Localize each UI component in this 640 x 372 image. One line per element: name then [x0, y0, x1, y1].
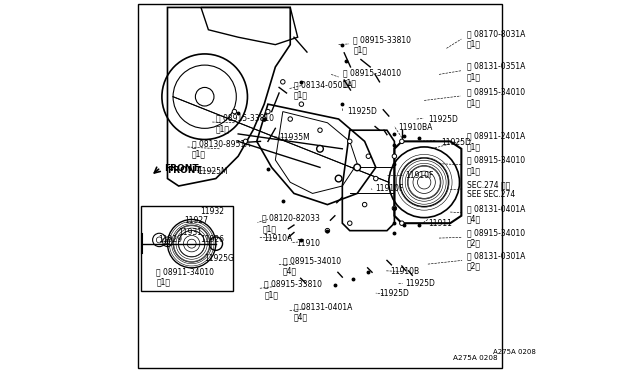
Circle shape — [399, 221, 404, 225]
Text: Ⓑ 08131-0401A
（4）: Ⓑ 08131-0401A （4） — [294, 302, 353, 321]
Text: SEC.274 参照
SEE SEC.274: SEC.274 参照 SEE SEC.274 — [467, 180, 515, 199]
Circle shape — [348, 221, 352, 225]
Text: 11925M: 11925M — [197, 167, 228, 176]
Text: 11926: 11926 — [200, 235, 224, 244]
Circle shape — [243, 139, 248, 144]
Text: 11925D: 11925D — [428, 115, 458, 124]
Text: Ⓑ 08131-0301A
（2）: Ⓑ 08131-0301A （2） — [467, 251, 525, 271]
Circle shape — [348, 139, 352, 144]
Circle shape — [232, 109, 237, 114]
Text: 11925D: 11925D — [441, 138, 471, 147]
Text: Ⓑ 08130-8951A
（1）: Ⓑ 08130-8951A （1） — [191, 139, 250, 158]
Text: 11910B: 11910B — [390, 267, 419, 276]
Circle shape — [266, 109, 270, 114]
Text: 11925G: 11925G — [204, 254, 234, 263]
Text: 11910A: 11910A — [264, 234, 292, 243]
Circle shape — [392, 154, 397, 158]
Text: 11925D: 11925D — [406, 279, 435, 288]
Text: 11925D: 11925D — [347, 107, 377, 116]
Text: 11931: 11931 — [179, 228, 203, 237]
Text: 11927: 11927 — [184, 216, 209, 225]
Circle shape — [280, 80, 285, 84]
Circle shape — [325, 228, 330, 233]
Circle shape — [366, 154, 371, 158]
Text: FRONT: FRONT — [167, 166, 202, 175]
Text: Ⓑ 08134-0501A
（1）: Ⓑ 08134-0501A （1） — [294, 80, 353, 100]
Text: 11925D: 11925D — [380, 289, 410, 298]
Circle shape — [299, 102, 303, 106]
Circle shape — [288, 117, 292, 121]
Text: ⓜ 08915-34010
（2）: ⓜ 08915-34010 （2） — [467, 228, 525, 248]
Text: Ⓝ 08911-2401A
（1）: Ⓝ 08911-2401A （1） — [467, 132, 525, 151]
Circle shape — [392, 206, 397, 211]
Text: Ⓑ 08131-0401A
（4）: Ⓑ 08131-0401A （4） — [467, 204, 525, 224]
Text: 11910F: 11910F — [375, 185, 403, 193]
Text: 11929: 11929 — [158, 235, 182, 244]
Circle shape — [318, 128, 322, 132]
Text: 11911: 11911 — [428, 219, 452, 228]
Circle shape — [362, 202, 367, 207]
Text: ⓜ 08915-34010
（1）: ⓜ 08915-34010 （1） — [467, 88, 525, 107]
Text: ⓜ 08915-34010
（1）: ⓜ 08915-34010 （1） — [343, 68, 401, 88]
Text: 11932: 11932 — [200, 207, 224, 216]
Text: ⓜ 08915-34010
（1）: ⓜ 08915-34010 （1） — [467, 156, 525, 175]
Text: 11910BA: 11910BA — [398, 123, 433, 132]
Circle shape — [399, 139, 404, 144]
Circle shape — [317, 145, 323, 152]
Text: ⓜ 08915-33810
（1）: ⓜ 08915-33810 （1） — [216, 114, 274, 133]
Bar — [141, 206, 233, 291]
Circle shape — [335, 175, 342, 182]
Circle shape — [262, 117, 266, 121]
Text: ⓜ 08915-33810
（1）: ⓜ 08915-33810 （1） — [264, 280, 322, 299]
Text: 11935M: 11935M — [279, 133, 310, 142]
Circle shape — [354, 164, 360, 171]
Text: ⓜ 08915-34010
（4）: ⓜ 08915-34010 （4） — [283, 256, 341, 276]
Text: 11910: 11910 — [296, 239, 320, 248]
Text: Ⓑ 08131-0351A
（1）: Ⓑ 08131-0351A （1） — [467, 62, 525, 81]
Text: FRONT: FRONT — [164, 164, 198, 173]
Text: Ⓑ 08170-8031A
（1）: Ⓑ 08170-8031A （1） — [467, 29, 525, 49]
Circle shape — [374, 176, 378, 181]
Text: A275A 0208: A275A 0208 — [453, 355, 498, 361]
Text: Ⓑ 08120-82033
（1）: Ⓑ 08120-82033 （1） — [262, 214, 320, 233]
Text: ⓜ 08915-33810
（1）: ⓜ 08915-33810 （1） — [353, 35, 412, 54]
Text: Ⓝ 08911-34010
（1）: Ⓝ 08911-34010 （1） — [156, 267, 214, 287]
Text: 11910F: 11910F — [406, 171, 434, 180]
Text: A275A 0208: A275A 0208 — [493, 349, 536, 355]
